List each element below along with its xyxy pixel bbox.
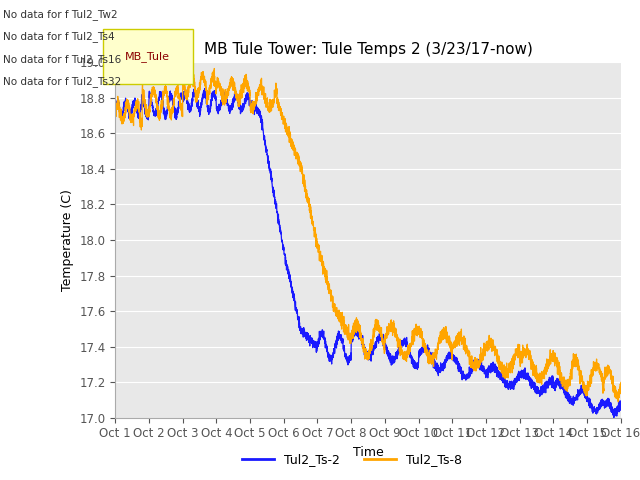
Tul2_Ts-2	[111, 105, 119, 110]
Text: No data for f Tul2_Ts16: No data for f Tul2_Ts16	[3, 54, 122, 65]
Tul2_Ts-2	[610, 416, 618, 421]
Tul2_Ts-2	[201, 86, 209, 92]
Line: Tul2_Ts-2: Tul2_Ts-2	[115, 89, 621, 419]
X-axis label: Time: Time	[353, 446, 383, 459]
Tul2_Ts-8	[328, 294, 335, 300]
Text: No data for f Tul2_Ts32: No data for f Tul2_Ts32	[3, 76, 122, 87]
Tul2_Ts-8	[352, 329, 360, 335]
Title: MB Tule Tower: Tule Temps 2 (3/23/17-now): MB Tule Tower: Tule Temps 2 (3/23/17-now…	[204, 42, 532, 57]
Tul2_Ts-8	[614, 399, 622, 405]
Tul2_Ts-8	[479, 355, 486, 361]
Text: No data for f Tul2_Ts4: No data for f Tul2_Ts4	[3, 31, 115, 42]
Line: Tul2_Ts-8: Tul2_Ts-8	[115, 69, 621, 402]
Tul2_Ts-8	[211, 66, 218, 72]
Legend: Tul2_Ts-2, Tul2_Ts-8: Tul2_Ts-2, Tul2_Ts-8	[237, 448, 467, 471]
Tul2_Ts-8	[324, 281, 332, 287]
Text: No data for f Tul2_Tw2: No data for f Tul2_Tw2	[3, 9, 118, 20]
Tul2_Ts-2	[602, 400, 609, 406]
Tul2_Ts-8	[602, 371, 609, 376]
Y-axis label: Temperature (C): Temperature (C)	[61, 189, 74, 291]
Text: MB_Tule: MB_Tule	[125, 51, 170, 62]
Tul2_Ts-8	[111, 112, 119, 118]
Tul2_Ts-8	[577, 372, 584, 378]
Tul2_Ts-8	[617, 380, 625, 385]
Tul2_Ts-2	[617, 401, 625, 407]
Tul2_Ts-2	[324, 350, 332, 356]
Tul2_Ts-2	[328, 354, 335, 360]
Tul2_Ts-2	[352, 330, 360, 336]
Tul2_Ts-2	[479, 366, 486, 372]
Tul2_Ts-2	[577, 386, 584, 392]
